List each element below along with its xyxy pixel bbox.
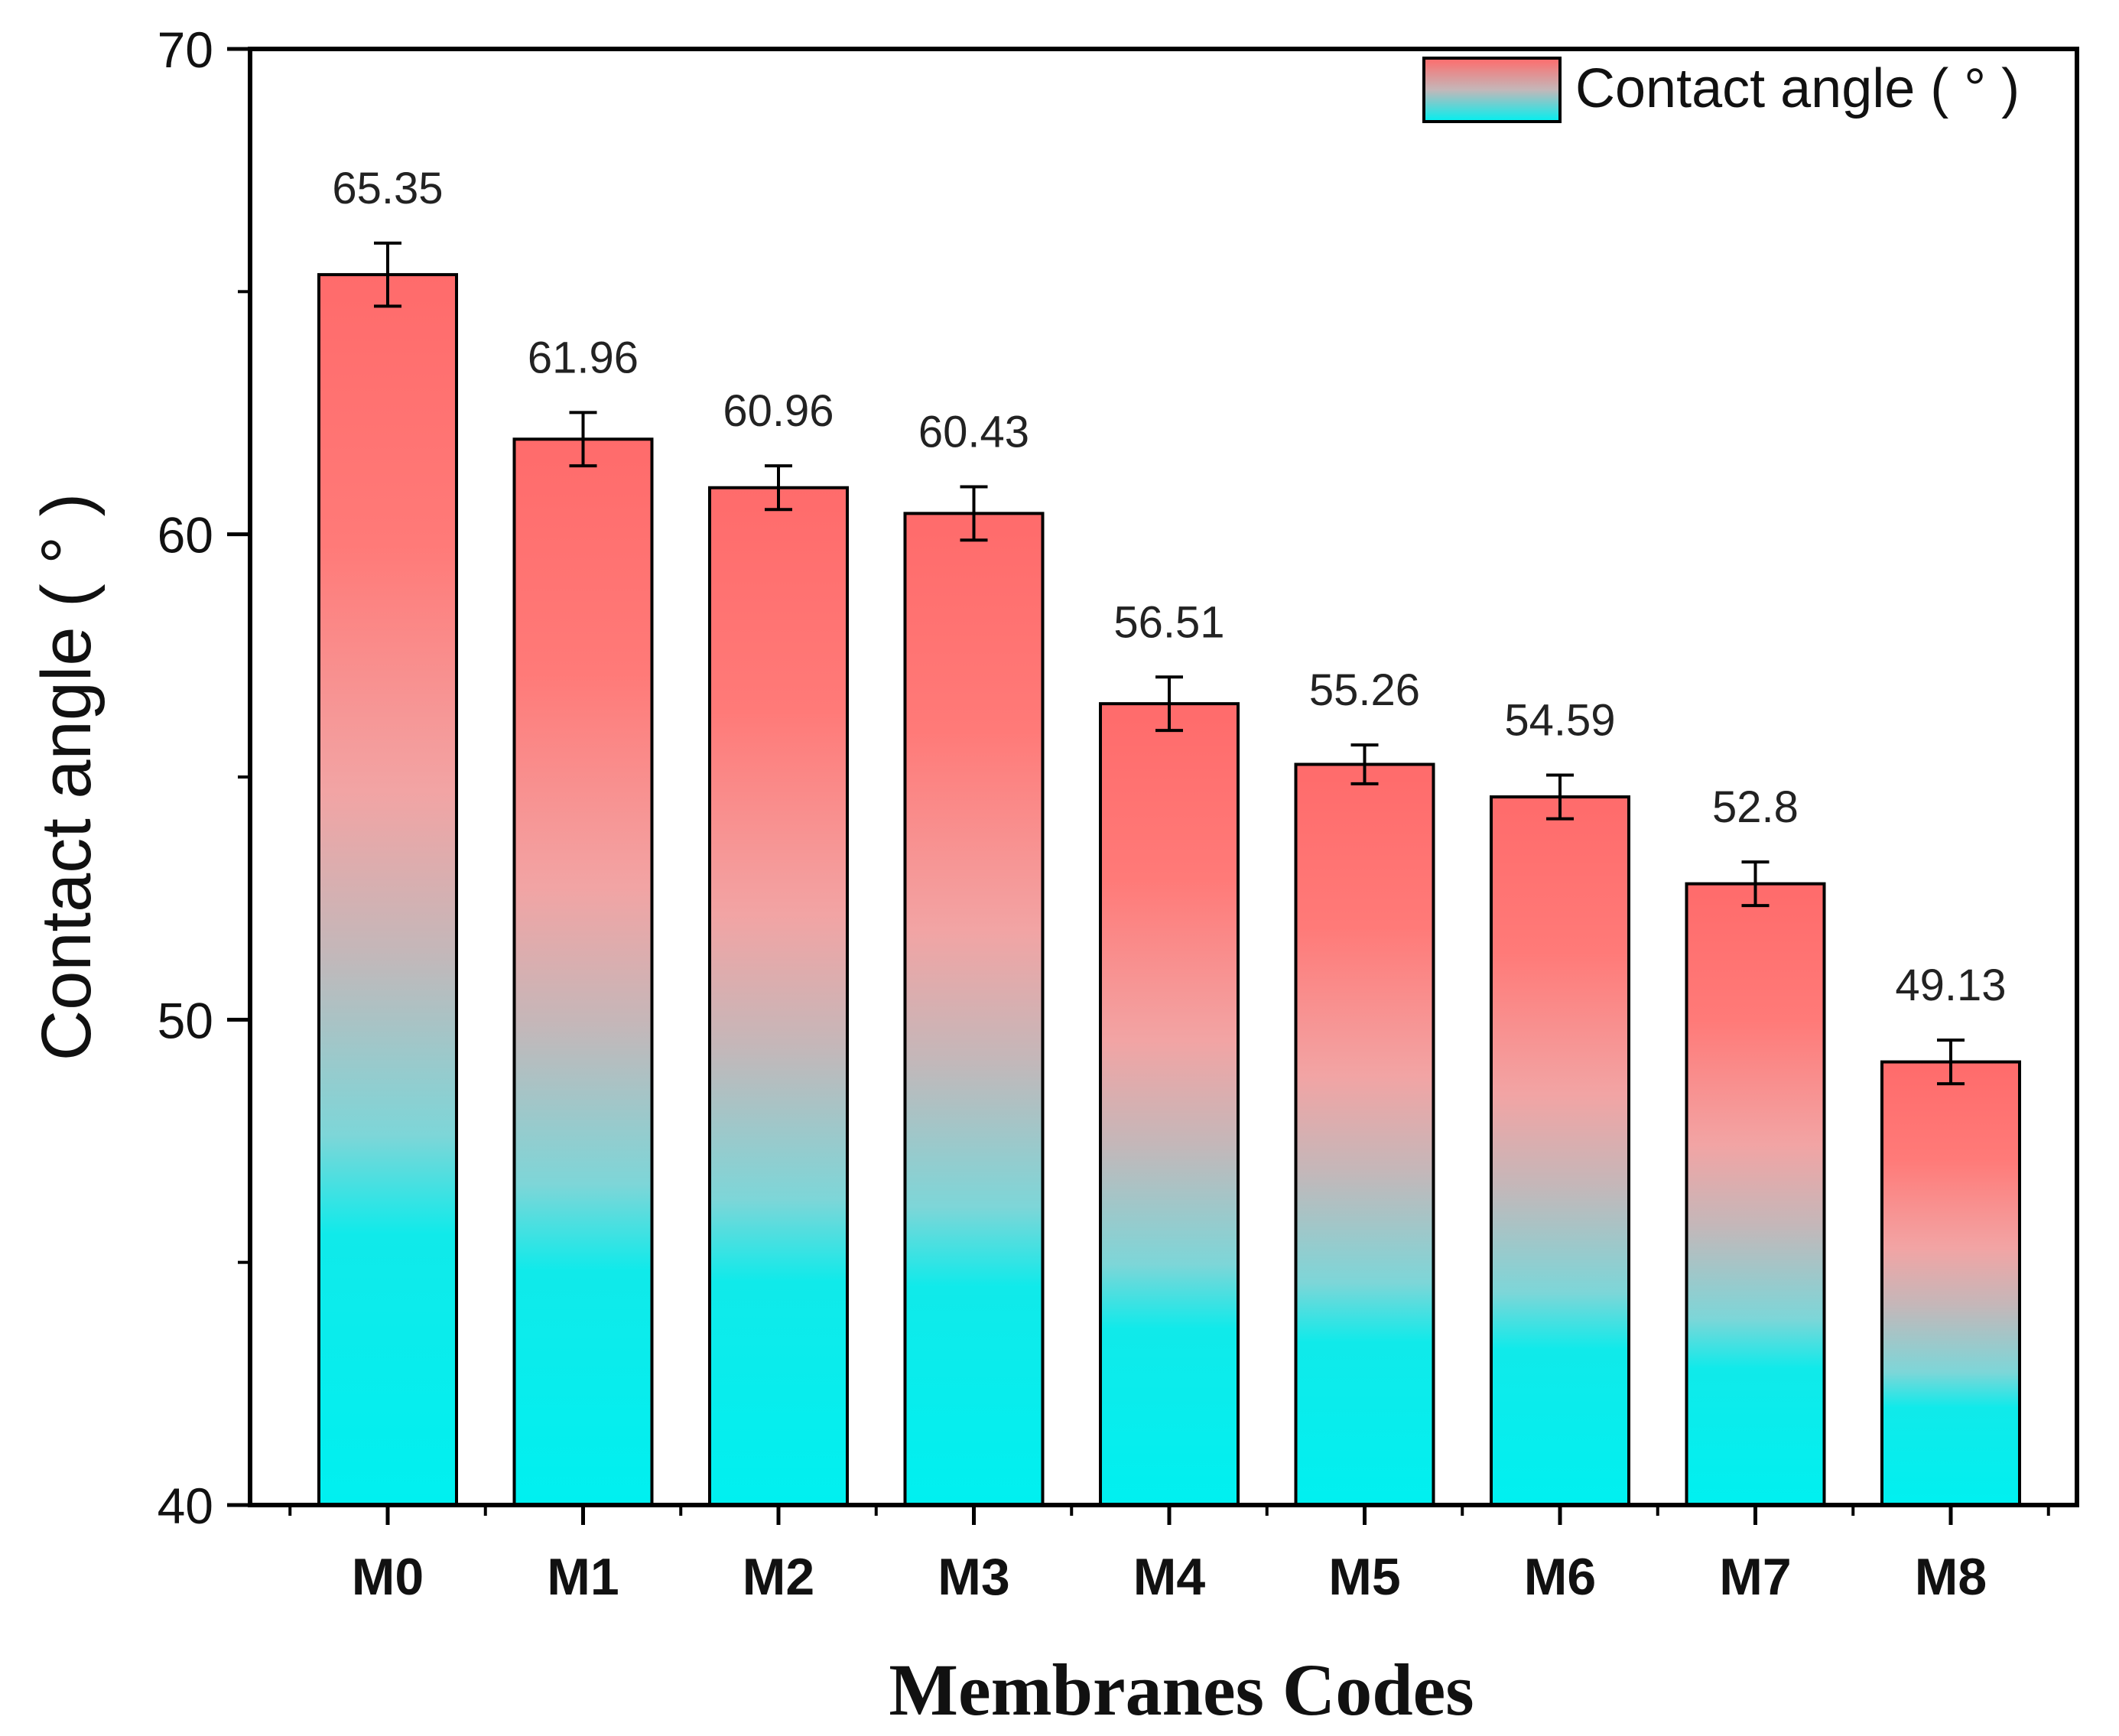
bars-group [317,273,2021,1507]
value-labels-group: 65.35 61.96 60.96 60.43 56.51 55.26 54.59 52.8 4… [332,164,2006,1010]
bar-M2 [708,486,849,1507]
data-label-M1: 61.96 [528,333,639,382]
y-axis-title: Contact angle ( ° ) [28,493,106,1061]
data-label-M8: 49.13 [1895,961,2006,1010]
legend-label: Contact angle ( ° ) [1575,58,2020,119]
y-axis-ticks-group: 40 50 60 70 [158,21,250,1534]
legend: Contact angle ( ° ) [1422,57,2020,123]
x-tick-label-M5: M5 [1328,1548,1400,1606]
data-label-M6: 54.59 [1504,695,1615,745]
error-bars-group [374,241,1965,1086]
data-label-M3: 60.43 [918,407,1029,457]
x-tick-label-M8: M8 [1915,1548,1987,1606]
y-tick-label-60: 60 [158,507,213,564]
data-label-M5: 55.26 [1309,665,1420,715]
bar-M7 [1685,882,1826,1507]
bar-M3 [903,512,1045,1507]
bar-M6 [1490,795,1630,1507]
bar-M1 [512,437,654,1507]
legend-swatch [1422,57,1562,123]
data-label-M7: 52.8 [1712,782,1799,832]
x-tick-label-M0: M0 [352,1548,424,1606]
bar-M8 [1880,1060,2021,1507]
y-tick-label-40: 40 [158,1478,213,1534]
x-tick-label-M2: M2 [743,1548,814,1606]
y-tick-label-50: 50 [158,992,213,1048]
bar-M5 [1294,762,1435,1507]
x-tick-label-M6: M6 [1524,1548,1596,1606]
data-label-M4: 56.51 [1113,597,1224,647]
x-tick-label-M4: M4 [1133,1548,1206,1606]
x-tick-label-M1: M1 [547,1548,619,1606]
x-axis-title: Membranes Codes [889,1649,1474,1731]
y-tick-label-70: 70 [158,21,213,78]
bar-M0 [317,273,458,1507]
x-axis-ticks-group: M0 M1 M2 M3 M4 M5 M6 M7 M8 [288,1505,2050,1606]
x-tick-label-M3: M3 [938,1548,1009,1606]
x-tick-label-M7: M7 [1719,1548,1791,1606]
bar-M4 [1099,702,1240,1507]
data-label-M2: 60.96 [723,386,834,436]
data-label-M0: 65.35 [332,164,443,213]
